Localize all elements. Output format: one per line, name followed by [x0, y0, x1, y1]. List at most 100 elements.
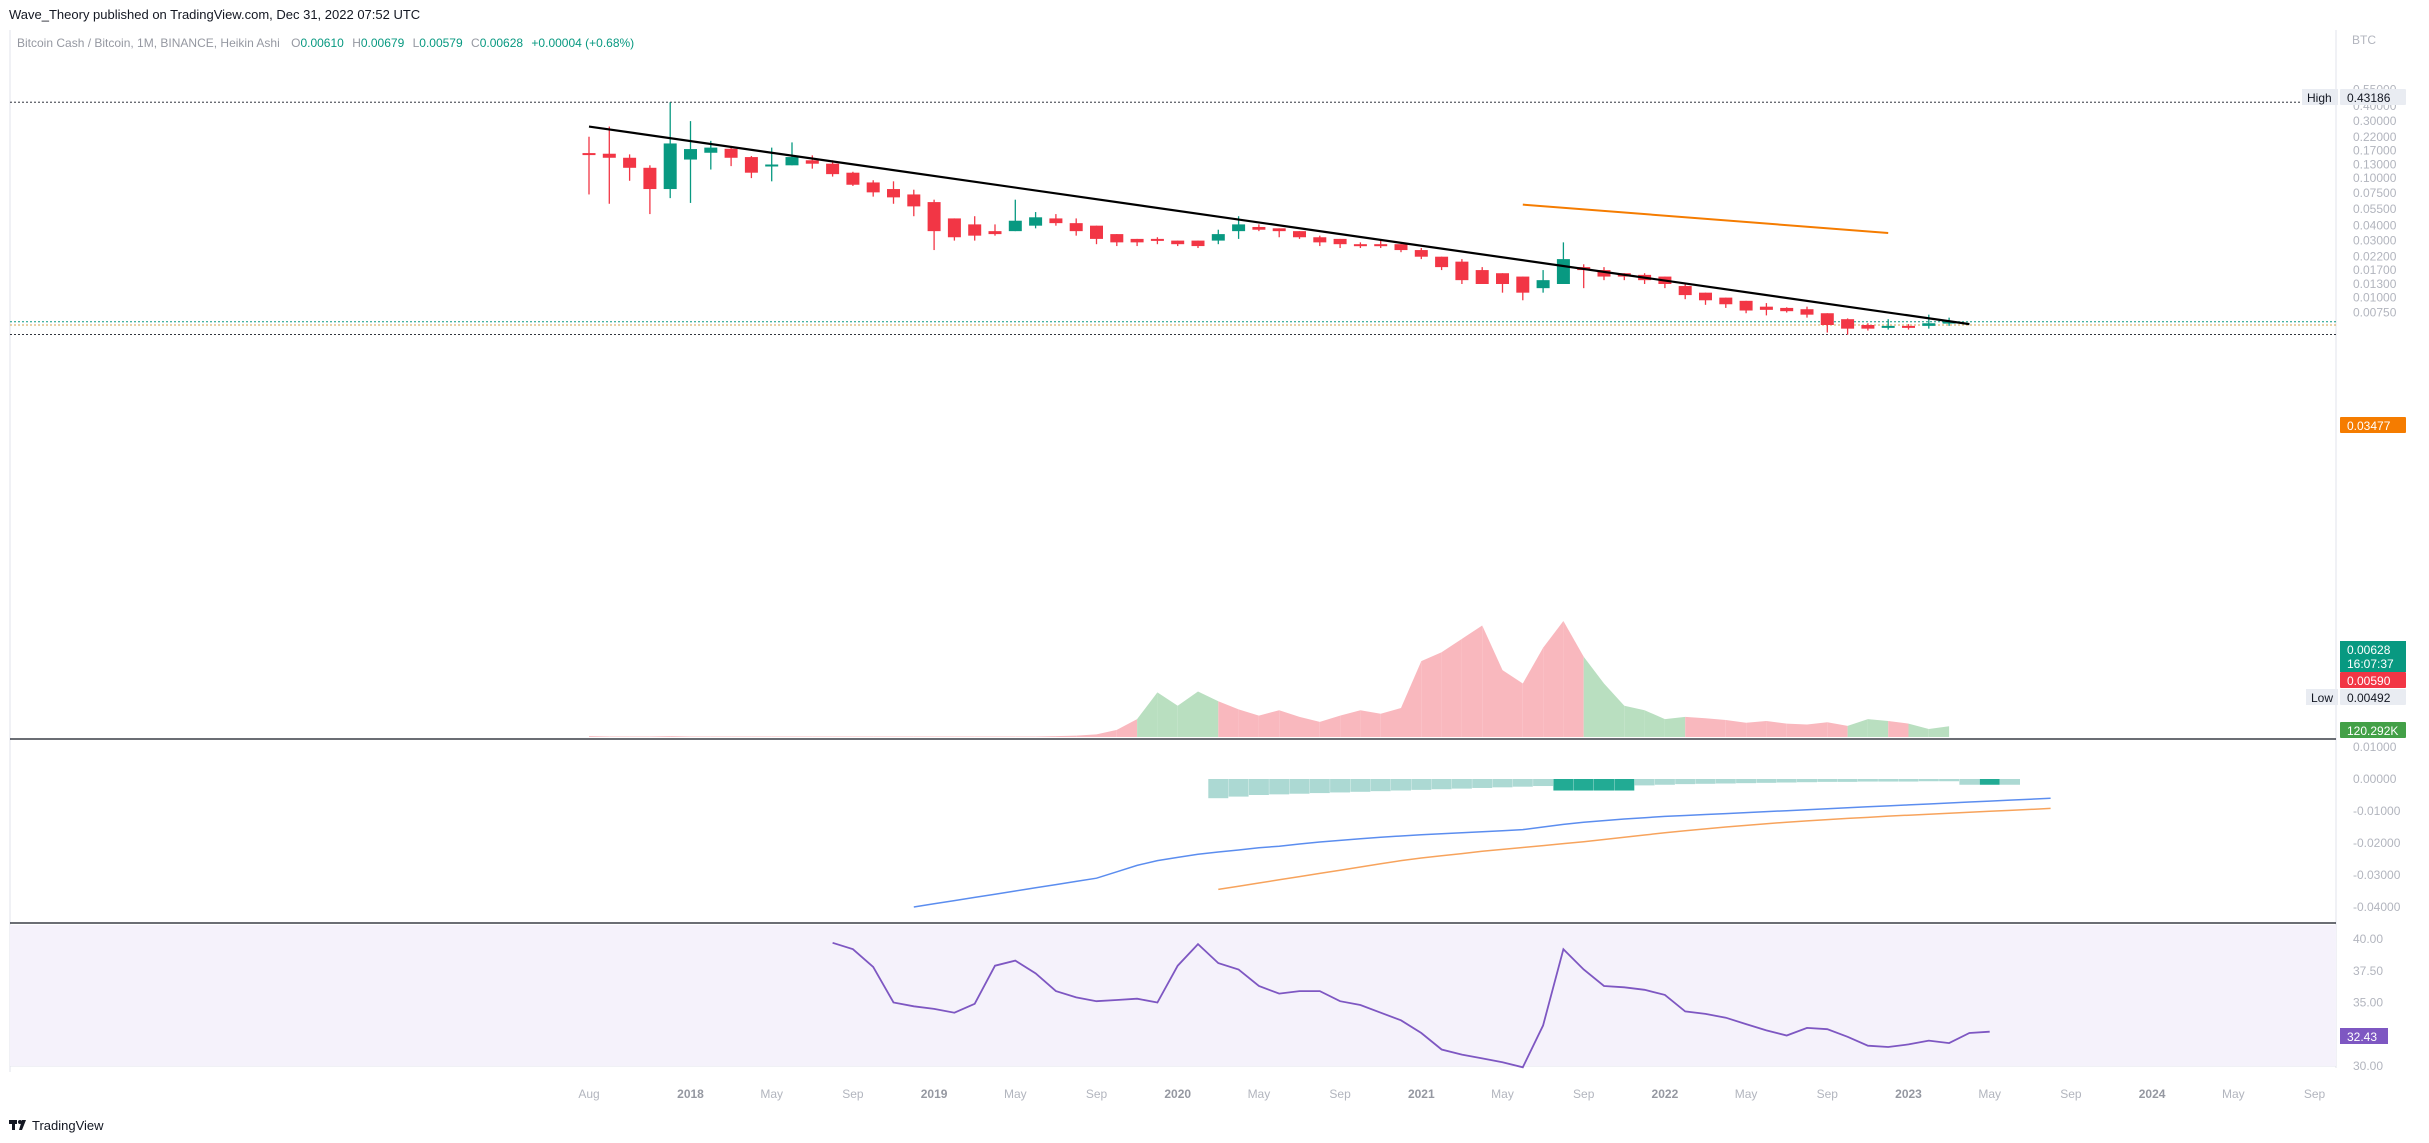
ohlc-low-value: 0.00579: [419, 36, 463, 50]
macd-line: [913, 797, 2051, 908]
candle-body: [1435, 256, 1449, 268]
candle-body: [1496, 273, 1509, 284]
candle-body: [1333, 238, 1347, 245]
volume-area-segment: [1238, 709, 1259, 737]
legend-line: Bitcoin Cash / Bitcoin, 1M, BINANCE, Hei…: [17, 36, 634, 50]
candle-body: [1353, 244, 1367, 247]
candle-body: [1902, 325, 1915, 328]
candle-body: [1759, 306, 1773, 310]
macd-histogram-bar: [1512, 779, 1533, 787]
volume-area-segment: [1604, 683, 1625, 737]
macd-histogram-bar: [1350, 779, 1371, 792]
price-tick-label: 0.13000: [2353, 158, 2397, 172]
candle-body: [1455, 261, 1469, 281]
macd-histogram-bar: [1837, 779, 1858, 782]
price-pane[interactable]: [10, 101, 2336, 335]
macd-histogram-bar: [1675, 779, 1696, 785]
macd-histogram-bar: [1228, 779, 1249, 797]
macd-pane[interactable]: [913, 779, 2051, 908]
time-tick-label: 2019: [921, 1087, 948, 1101]
candle-body: [724, 148, 738, 158]
candle-body: [988, 231, 1002, 235]
time-tick-label: Sep: [2060, 1087, 2082, 1101]
time-tick-label: May: [760, 1087, 783, 1101]
candle-body: [1841, 319, 1855, 329]
time-tick-label: May: [1735, 1087, 1758, 1101]
candle-body: [1739, 300, 1753, 311]
price-axis[interactable]: 0.550000.450000.400000.300000.220000.170…: [2302, 83, 2406, 1073]
macd-histogram-bar: [1817, 779, 1838, 782]
macd-histogram-bar: [1695, 779, 1716, 784]
last-price-badge: [2340, 641, 2406, 672]
rsi-band: [10, 925, 2336, 1066]
macd-histogram-bar: [2000, 779, 2020, 785]
time-axis[interactable]: Aug 2018 May Sep 2019 May Sep 2020 May Sep 2021 May…: [578, 1087, 2325, 1101]
time-tick-label: 2021: [1408, 1087, 1435, 1101]
macd-histogram-bar: [1614, 779, 1635, 791]
candle-body: [1800, 309, 1814, 315]
macd-histogram-bar: [1939, 779, 1960, 782]
price-tick-label: 0.01700: [2353, 263, 2397, 277]
volume-area-segment: [1908, 723, 1929, 737]
macd-histogram-bar: [1451, 779, 1472, 789]
footer-brand[interactable]: TradingView: [32, 1118, 104, 1133]
time-tick-label: Sep: [2304, 1087, 2326, 1101]
macd-histogram-bar: [1492, 779, 1513, 788]
macd-histogram-bar: [1370, 779, 1391, 792]
red-level-value: 0.00590: [2347, 674, 2391, 688]
volume-area-segment: [1867, 719, 1889, 737]
candle-body: [826, 163, 840, 175]
macd-histogram-bar: [1533, 779, 1554, 787]
ohlc-low-key: L: [413, 36, 420, 50]
macd-histogram-bar: [1878, 779, 1899, 782]
volume-area-segment: [1198, 691, 1219, 737]
candle-body: [582, 153, 596, 156]
candle-body: [1922, 323, 1936, 326]
volume-area-segment: [1380, 708, 1401, 737]
signal-line: [1218, 807, 2051, 891]
macd-histogram-bar: [1857, 779, 1878, 782]
rsi-pane[interactable]: [832, 941, 1990, 1069]
volume-area-segment: [1299, 716, 1320, 737]
time-tick-label: Sep: [1573, 1087, 1595, 1101]
candle-body: [1942, 321, 1956, 324]
macd-histogram-bar: [1472, 779, 1493, 788]
macd-histogram-bar: [1756, 779, 1777, 783]
volume-area-segment: [1685, 716, 1706, 737]
volume-badge: [2340, 722, 2406, 738]
candle-body: [947, 218, 961, 238]
volume-area-segment: [1705, 718, 1726, 737]
macd-tick-label: -0.01000: [2353, 804, 2401, 818]
high-tag-label: High: [2307, 91, 2332, 105]
candle-body: [1536, 280, 1550, 289]
rsi-badge: [2340, 1028, 2388, 1044]
volume-area-segment: [1664, 716, 1686, 737]
candle-body: [1130, 238, 1144, 243]
candle-body: [1861, 324, 1875, 329]
candle-body: [643, 167, 657, 190]
rsi-tick-label: 40.00: [2353, 932, 2383, 946]
macd-histogram-bar: [1391, 779, 1411, 791]
time-tick-label: Sep: [1817, 1087, 1839, 1101]
high-value: 0.43186: [2347, 91, 2391, 105]
macd-histogram-bar: [1553, 779, 1574, 791]
volume-area-segment: [1279, 710, 1300, 737]
macd-histogram-bar: [1411, 779, 1432, 790]
volume-area-segment: [1441, 638, 1462, 737]
candle-body: [1516, 276, 1530, 293]
ohlc-close-key: C: [471, 36, 480, 50]
volume-area-segment: [1624, 705, 1645, 737]
candle-body: [927, 202, 941, 232]
macd-tick-label: 0.00000: [2353, 772, 2397, 786]
candle-body: [1090, 225, 1103, 239]
candle-body: [744, 157, 758, 173]
candle-body: [907, 194, 921, 207]
candle-body: [765, 164, 779, 167]
volume-area-segment: [1928, 726, 1950, 737]
moving-average-line: [1522, 203, 1889, 235]
price-tick-label: 0.01000: [2353, 291, 2397, 305]
volume-area-segment: [1482, 625, 1503, 737]
tradingview-logo-icon[interactable]: [9, 1120, 26, 1130]
volume-area-segment: [670, 736, 691, 737]
